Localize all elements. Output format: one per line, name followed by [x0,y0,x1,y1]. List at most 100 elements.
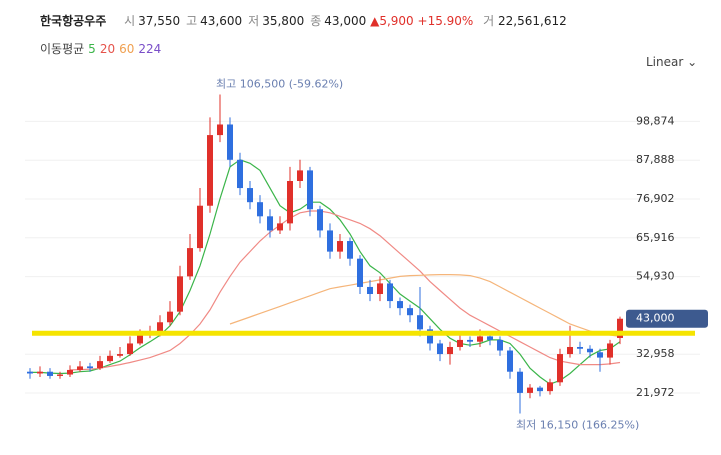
price-tag [626,309,708,328]
candle-body [597,352,603,358]
ma-line [69,210,621,371]
candle-body [537,387,543,392]
candle-body [377,283,383,295]
field-value: 35,800 [262,14,305,28]
candle-body [587,348,593,353]
candle-body [417,315,423,330]
candle-body [617,318,623,338]
candle-body [127,343,133,355]
scale-dropdown[interactable]: Linear ⌄ [646,55,697,69]
candle-body [207,135,213,206]
ma-period: 20 [99,42,116,56]
scale-label[interactable]: Linear [646,55,684,69]
candle-body [97,361,103,369]
candle-body [427,329,433,344]
ma-period: 224 [138,42,162,56]
candle-body [287,180,293,224]
candle-body [267,216,273,231]
stock-name: 한국항공우주 [40,14,107,28]
candle-body [217,124,223,136]
price-fields: 시 37,550 고 43,600 저 35,800 종 43,000 [118,14,366,28]
candle-body [37,371,43,374]
candle-body [547,382,553,392]
dropdown-caret[interactable]: ⌄ [687,55,698,69]
candle-body [257,202,263,217]
candle-body [607,343,613,358]
candle-body [167,311,173,323]
ma-line [229,274,621,337]
candle-body [387,283,393,302]
field-label: 종 [310,14,322,28]
candle-body [47,371,53,376]
candle-body [67,369,73,375]
candle-body [497,339,503,351]
candle-body [107,355,113,362]
change-pct: +15.90% [417,14,474,28]
ma-period: 60 [119,42,135,56]
y-tick-label: 76,902 [636,192,675,205]
ma-title: 이동평균 [40,42,85,56]
y-tick-label: 32,958 [636,347,675,360]
field-label: 시 [124,14,136,28]
candle-body [57,374,63,376]
field-value: 43,000 [324,14,367,28]
field-label: 고 [186,14,198,28]
candle-body [337,241,343,252]
candle-body [307,170,313,210]
candle-body [407,308,413,316]
candle-body [277,223,283,231]
field-label: 저 [248,14,260,28]
y-tick-label: 87,888 [636,153,675,166]
low-annotation: 최저 16,150 (166.25%) [516,419,639,432]
y-tick-label: 98,874 [636,114,675,127]
candle-body [507,350,513,372]
candle-body [457,339,463,347]
candle-body [397,301,403,309]
field-value: 37,550 [138,14,181,28]
y-tick-label: 65,916 [636,231,675,244]
candle-body [527,387,533,393]
y-tick-label: 21,972 [636,386,675,399]
candle-body [27,371,33,374]
field-value: 43,600 [200,14,243,28]
change: 5,900 [379,14,414,28]
candle-body [567,346,573,355]
candle-body [297,170,303,181]
header: 한국항공우주 시 37,550 고 43,600 저 35,800 종 43,000 ▲5,9… [40,12,567,29]
ma-line [30,159,621,385]
candle-body [137,334,143,344]
candle-body [187,248,193,277]
candle-body [577,346,583,349]
volume-label: 거 [483,14,495,28]
y-tick-label: 54,930 [636,270,675,283]
candle-body [77,366,83,370]
candle-body [447,346,453,355]
candle-body [487,336,493,340]
candle-body [247,188,253,203]
candle-body [227,124,233,160]
volume: 22,561,612 [498,14,567,28]
candle-body [357,258,363,287]
candle-body [87,366,93,369]
ma-periods: 5 20 60 224 [84,42,161,56]
candle-body [467,339,473,342]
ma-legend: 이동평균 5 20 60 224 [40,40,161,57]
change-arrow: ▲ [370,14,380,28]
candle-body [117,354,123,356]
candle-body [517,371,523,393]
candle-body [157,322,163,333]
high-annotation: 최고 106,500 (-59.62%) [216,77,343,90]
candle-body [197,205,203,249]
candle-body [327,230,333,252]
candle-body [367,286,373,295]
candle-body [177,276,183,312]
candle-body [347,241,353,259]
candle-body [437,343,443,355]
candle-body [237,159,243,189]
ma-period: 5 [88,42,96,56]
candle-body [477,336,483,342]
price-tag-label: 43,000 [636,312,675,325]
candle-body [317,209,323,231]
